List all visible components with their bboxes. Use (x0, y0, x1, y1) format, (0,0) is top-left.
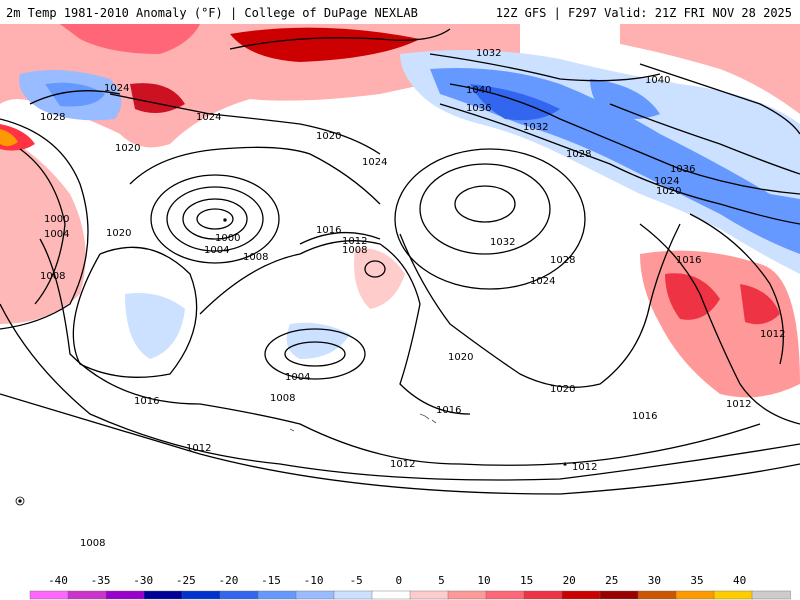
legend-tick-label: -25 (175, 574, 196, 587)
model-run-info: 12Z GFS | F297 Valid: 21Z FRI NOV 28 202… (495, 6, 792, 20)
map-header: 2m Temp 1981-2010 Anomaly (°F) | College… (0, 0, 800, 24)
isobar-label: 1020 (656, 186, 681, 197)
isobar-label: 1024 (104, 83, 129, 94)
colorbar-swatch (143, 590, 183, 600)
colorbar-swatch (523, 590, 563, 600)
isobar-label: 1020 (115, 143, 140, 154)
colorbar-swatch (751, 590, 791, 600)
legend-tick-label: 35 (690, 574, 704, 587)
isobar-label: 1028 (40, 112, 65, 123)
legend-tick-label: 5 (438, 574, 445, 587)
isobar-label: 1020 (448, 352, 473, 363)
colorbar-swatch (637, 590, 677, 600)
colorbar-swatch (257, 590, 297, 600)
colorbar-swatch (485, 590, 525, 600)
colorbar-swatch (67, 590, 107, 600)
isobar-label: 1008 (270, 393, 295, 404)
isobar-label: 1008 (80, 538, 105, 549)
legend-tick-label: -35 (90, 574, 111, 587)
isobar-label: 1012 (342, 236, 367, 247)
isobar-label: 1012 (572, 462, 597, 473)
legend-tick-label: 0 (395, 574, 403, 587)
isobar-label: 1028 (550, 255, 575, 266)
map-title: 2m Temp 1981-2010 Anomaly (°F) | College… (6, 6, 418, 20)
colorbar-swatch (409, 590, 449, 600)
isobar-label: 1016 (632, 411, 657, 422)
isobar-label: 1008 (40, 271, 65, 282)
legend-tick-label: 10 (477, 574, 491, 587)
isobar-label: 1032 (490, 237, 515, 248)
isobar-label: 1016 (676, 255, 701, 266)
isobar-label: 1012 (390, 459, 415, 470)
isobar-label: 1016 (134, 396, 159, 407)
isobar-label: 1024 (654, 176, 679, 187)
isobar-label: 1024 (530, 276, 555, 287)
legend-tick-label: 20 (562, 574, 576, 587)
isobar-label: 1004 (204, 245, 229, 256)
isobar-label: 1036 (670, 164, 695, 175)
isobar-label: 1024 (196, 112, 221, 123)
anomaly-colorbar (29, 590, 791, 600)
isobar-label: 1000 (215, 233, 240, 244)
colorbar-swatch (333, 590, 373, 600)
isobar-label: 1020 (106, 228, 131, 239)
colorbar-swatch (181, 590, 221, 600)
colorbar-swatch (599, 590, 639, 600)
isobar-label: 1040 (645, 75, 670, 86)
colorbar-swatch (105, 590, 145, 600)
isobar-label: 1012 (760, 329, 785, 340)
isobar-label: 1008 (342, 245, 367, 256)
legend-tick-label: -15 (261, 574, 281, 587)
isobar-label: 1020 (316, 131, 341, 142)
colorbar-swatch (371, 590, 411, 600)
isobar-label: 1028 (566, 149, 591, 160)
isobars (0, 28, 800, 495)
isobar-label: 1012 (726, 399, 751, 410)
colorbar-swatch (447, 590, 487, 600)
legend-tick-label: 25 (605, 574, 619, 587)
legend-tick-label: -30 (133, 574, 154, 587)
colorbar-swatch (29, 590, 69, 600)
colorbar-swatch (561, 590, 601, 600)
colorbar-swatch (675, 590, 715, 600)
weather-map: 1032 1040 1040 1036 1032 1028 1036 1024 … (0, 24, 800, 570)
isobar-label: 1032 (476, 48, 501, 59)
legend-tick-label: 40 (732, 574, 747, 587)
isobar-label: 1004 (285, 372, 310, 383)
legend-tick-label: -5 (349, 574, 363, 587)
isobar-label: 1036 (466, 103, 491, 114)
isobar-label: 1012 (186, 443, 211, 454)
coastline-fragments (15, 218, 567, 506)
legend-tick-labels: -40 -35 -30 -25 -20 -15 -10 -5 0 5 10 15 20 25 30 35 40 (0, 574, 800, 588)
legend-tick-label: 30 (647, 574, 662, 587)
isobar-label: 1000 (44, 214, 69, 225)
legend-tick-label: -40 (48, 574, 68, 587)
isobar-label: 1020 (550, 384, 575, 395)
temperature-anomaly-shading (0, 24, 800, 398)
isobar-label: 1024 (362, 157, 387, 168)
colorbar-swatch (219, 590, 259, 600)
legend-tick-label: -20 (218, 574, 239, 587)
isobar-label: 1016 (316, 225, 341, 236)
isobar-labels: 1032 1040 1040 1036 1032 1028 1036 1024 … (40, 48, 785, 549)
isobar-label: 1004 (44, 229, 69, 240)
isobar-label: 1032 (523, 122, 548, 133)
isobar-label: 1008 (243, 252, 268, 263)
isobar-label: 1040 (466, 85, 491, 96)
colorbar-swatch (295, 590, 335, 600)
isobar-label: 1016 (436, 405, 461, 416)
legend-tick-label: 15 (519, 574, 534, 587)
colorbar-swatch (713, 590, 753, 600)
legend-tick-label: -10 (303, 574, 324, 587)
